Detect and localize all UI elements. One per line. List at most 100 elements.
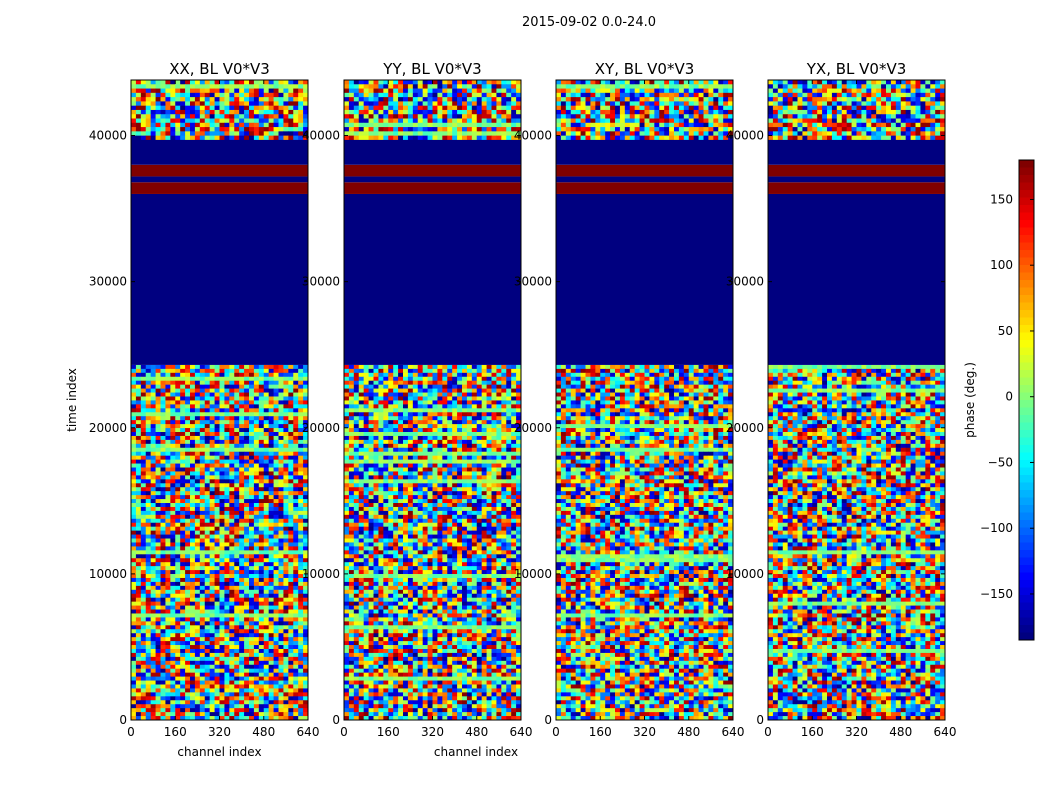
heatmap-cell [258,471,265,476]
heatmap-cell [239,412,245,417]
heatmap-cell [283,692,289,697]
heatmap-cell [145,518,152,524]
heatmap-cell [219,676,225,681]
heatmap-cell [278,135,284,141]
heatmap-cell [244,122,250,128]
heatmap-cell [155,463,161,468]
heatmap-cell [145,581,152,587]
heatmap-cell [363,396,369,401]
heatmap-cell [135,589,142,595]
heatmap-cell [471,471,478,476]
heatmap-cell [471,392,478,397]
heatmap-cell [253,605,260,610]
heatmap-cell [165,463,171,468]
heatmap-cell [253,589,260,595]
heatmap-cell [175,526,181,532]
heatmap-cell [363,380,369,386]
heatmap-cell [194,135,201,141]
heatmap-cell [155,388,161,393]
heatmap-cell [155,109,161,115]
heatmap-cell [442,380,448,386]
heatmap-cell [135,668,142,674]
heatmap-cell [239,510,245,516]
heatmap-cell [491,439,497,445]
heatmap-cell [145,432,152,437]
heatmap-cell [175,542,181,547]
heatmap-cell [283,554,289,559]
heatmap-cell [160,420,166,425]
heatmap-cell [204,105,211,111]
heatmap-cell [447,483,453,488]
heatmap-cell [244,664,250,670]
heatmap-cell [363,376,369,382]
heatmap-cell [283,495,289,500]
heatmap-cell [273,499,279,504]
heatmap-cell [298,396,304,401]
heatmap-cell [353,408,360,413]
heatmap-cell [388,495,394,500]
heatmap-cell [170,550,176,555]
heatmap-cell [462,368,468,374]
heatmap-cell [194,122,201,128]
heatmap-cell [263,688,270,693]
heatmap-cell [278,380,284,386]
heatmap-cell [268,416,274,421]
heatmap-cell [298,617,304,622]
heatmap-cell [214,131,220,137]
heatmap-cell [214,585,220,591]
heatmap-cell [244,114,250,119]
heatmap-cell [229,380,235,386]
heatmap-cell [229,424,235,429]
heatmap-cell [511,467,517,472]
heatmap-cell [258,420,265,425]
heatmap-cell [239,439,245,445]
heatmap-cell [298,364,304,370]
heatmap-cell [273,439,279,445]
heatmap-cell [298,88,304,94]
heatmap-cell [268,597,274,603]
heatmap-cell [209,688,215,693]
heatmap-cell [501,408,507,413]
heatmap-cell [199,625,206,630]
heatmap-cell [263,629,270,634]
heatmap-cell [452,372,458,378]
heatmap-cell [229,109,235,115]
heatmap-cell [457,392,463,397]
heatmap-cell [288,127,294,132]
heatmap-cell [303,443,309,449]
heatmap-cell [353,364,360,370]
heatmap-cell [496,368,502,374]
heatmap-cell [239,645,245,650]
heatmap-cell [224,432,230,437]
heatmap-cell [165,131,171,137]
heatmap-cell [234,700,240,705]
heatmap-cell [194,656,201,662]
heatmap-cell [466,451,473,457]
heatmap-cell [273,680,279,685]
heatmap-cell [249,546,255,551]
heatmap-cell [165,648,171,654]
heatmap-cell [175,400,181,405]
heatmap-cell [373,380,379,386]
heatmap-cell [160,566,166,571]
heatmap-cell [288,574,294,579]
heatmap-cell [204,648,211,654]
heatmap-cell [417,420,424,425]
heatmap-cell [170,633,176,638]
heatmap-cell [155,384,161,390]
heatmap-cell [150,471,156,476]
heatmap-cell [165,127,171,132]
heatmap-cell [155,589,161,595]
heatmap-cell [253,546,260,551]
heatmap-cell [199,514,206,520]
heatmap-cell [160,585,166,591]
heatmap-cell [145,558,152,563]
heatmap-cell [516,467,522,472]
heatmap-cell [283,566,289,571]
heatmap-cell [140,656,147,662]
heatmap-cell [273,80,279,85]
heatmap-cell [249,581,255,587]
heatmap-cell [288,522,294,528]
heatmap-cell [160,593,166,599]
heatmap-cell [249,109,255,115]
